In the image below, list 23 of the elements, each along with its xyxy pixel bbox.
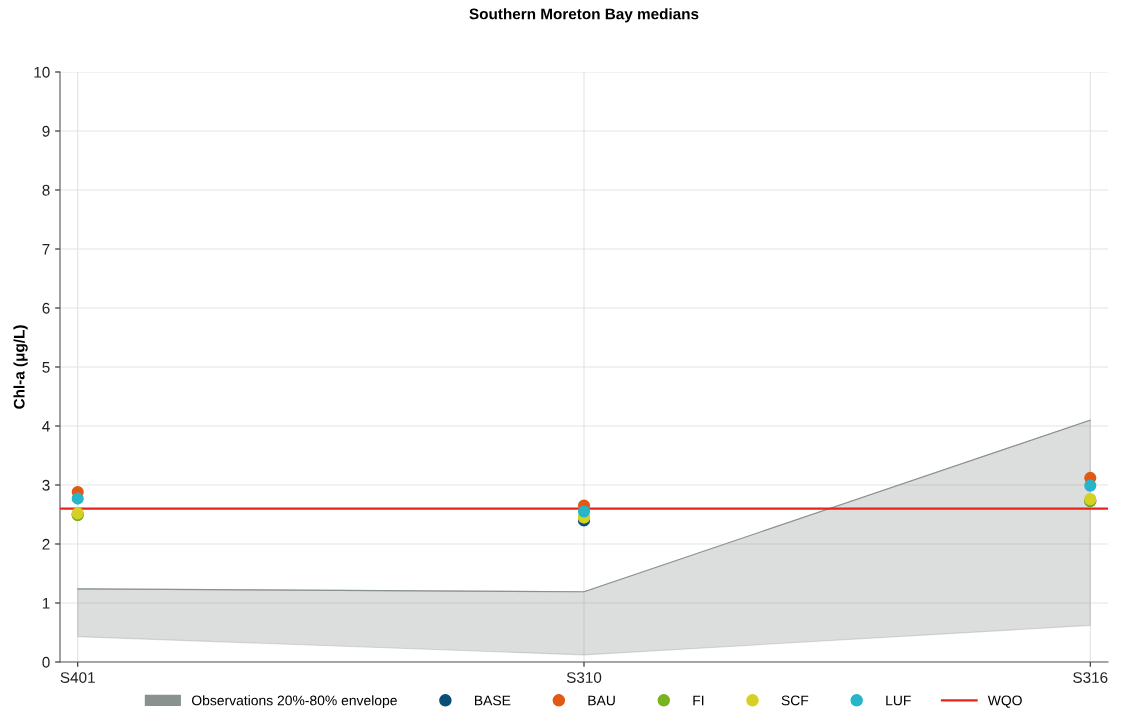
legend-label: LUF [886, 695, 911, 706]
y-tick-label: 4 [42, 421, 50, 432]
y-tick-label: 10 [34, 66, 50, 78]
legend-label: Observations 20%-80% envelope [192, 695, 397, 709]
y-tick-label: 0 [42, 656, 50, 668]
legend-label: WQO [987, 695, 1022, 708]
y-tick-label: 6 [42, 302, 50, 314]
y-tick-label: 3 [42, 479, 50, 491]
x-tick-label: S316 [1073, 672, 1108, 683]
y-axis-title: Chl-a (μg/L) [13, 325, 28, 409]
legend-label: BAU [588, 695, 615, 706]
legend-label: BASE [475, 695, 511, 706]
y-tick-label: 1 [42, 598, 50, 609]
x-tick-label: S401 [60, 672, 95, 683]
y-tick-label: 5 [42, 362, 50, 373]
y-tick-label: 8 [42, 184, 50, 196]
x-tick-label: S310 [566, 672, 602, 683]
legend-label: FI [693, 695, 704, 706]
legend-label: SCF [781, 695, 809, 706]
y-tick-label: 7 [42, 244, 50, 255]
y-tick-label: 2 [42, 538, 50, 550]
chart-title: Southern Moreton Bay medians [469, 8, 699, 23]
y-tick-label: 9 [42, 125, 50, 137]
